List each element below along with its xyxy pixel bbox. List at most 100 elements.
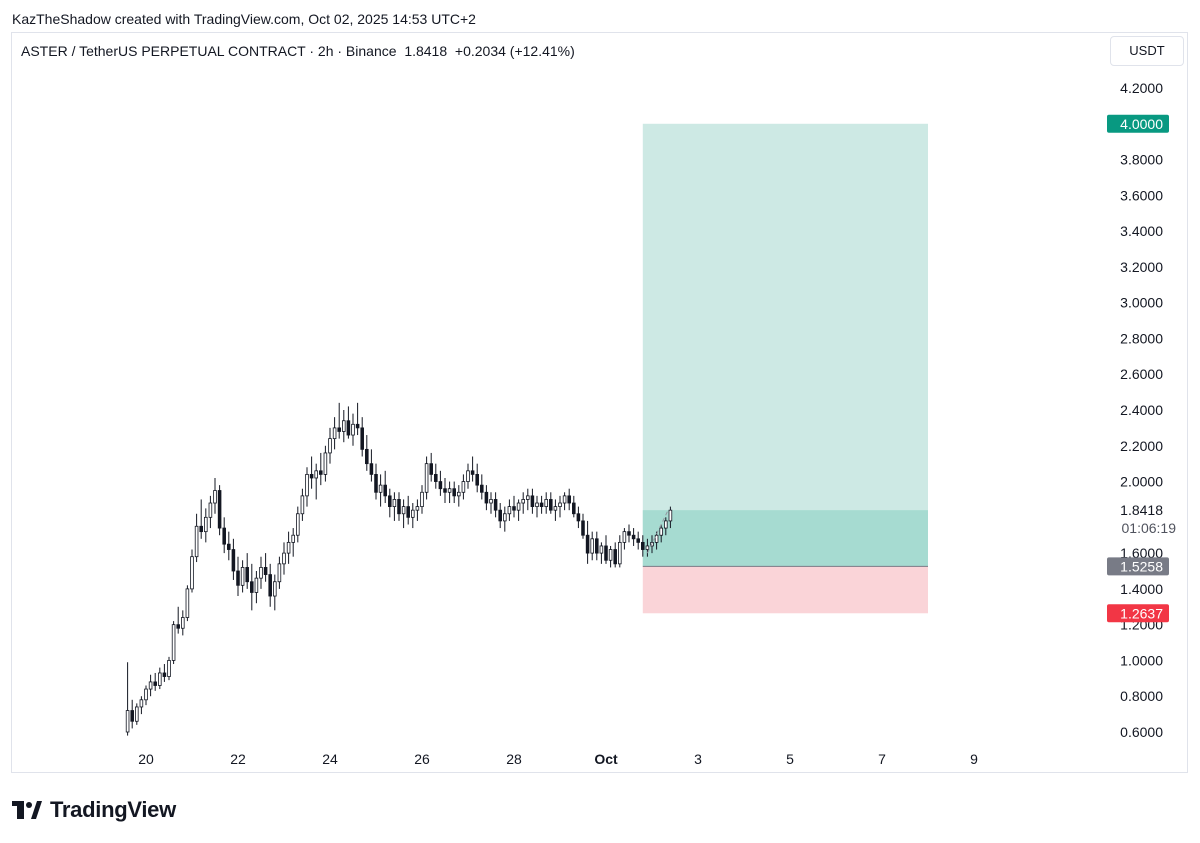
price-tick-label: 3.6000 (1120, 187, 1163, 203)
price-tick-label: 3.8000 (1120, 152, 1163, 168)
stop-price-badge-bg (1107, 604, 1169, 623)
candle-body (291, 534, 295, 543)
candle-body (397, 499, 401, 515)
candle-body (636, 538, 640, 543)
candle-body (406, 506, 410, 518)
symbol-line: ASTER / TetherUS PERPETUAL CONTRACT · 2h… (21, 43, 397, 59)
candle (539, 495, 544, 514)
profit-zone-active (642, 510, 928, 567)
candle-body (411, 509, 415, 518)
candle-body (148, 681, 153, 690)
candle (254, 571, 259, 604)
time-axis[interactable]: 20 22 24 26 28 Oct 3 5 7 9 (138, 751, 978, 767)
candle (641, 535, 645, 557)
candle-body (553, 506, 558, 511)
candle-body (365, 448, 369, 465)
candle-body (332, 427, 337, 440)
tradingview-logo[interactable]: TradingView (12, 795, 176, 825)
candle-body (622, 531, 627, 543)
candle-body (355, 423, 360, 429)
candle (240, 560, 245, 593)
price-axis[interactable]: 4.2000 3.8000 3.6000 3.4000 3.2000 3.0000 2.80… (1120, 80, 1163, 740)
candle (268, 563, 272, 607)
candle-body (158, 672, 162, 686)
candle-body (608, 549, 613, 561)
candle (645, 538, 650, 557)
candle (250, 563, 254, 611)
candle (507, 499, 512, 521)
candle (291, 528, 295, 557)
candle (296, 506, 300, 543)
candle (346, 406, 351, 439)
candle-body (378, 484, 383, 493)
price-tick-label: 4.2000 (1120, 80, 1163, 96)
price-badges: 4.0000 1.5258 1.2637 1.8418 01:06:19 (1107, 114, 1176, 623)
target-price-badge-bg (1107, 114, 1169, 133)
candle-body (227, 543, 231, 550)
candle-body (286, 541, 291, 554)
candle (144, 685, 148, 706)
entry-price-badge-label: 1.5258 (1120, 558, 1163, 574)
candle (452, 481, 456, 504)
price-tick-label: 0.6000 (1120, 724, 1163, 740)
candle (153, 672, 157, 691)
candle-body (125, 710, 130, 733)
candle-body (613, 549, 617, 565)
price-change: +0.2034 (+12.41%) (454, 43, 575, 59)
currency-button[interactable]: USDT (1110, 36, 1184, 66)
candle-body (296, 513, 300, 536)
candle (599, 542, 604, 564)
candle-body (401, 506, 406, 515)
candle-body (572, 502, 576, 515)
candle-body (208, 502, 213, 518)
candle (314, 463, 318, 500)
candle-body (199, 525, 203, 533)
candle (397, 492, 401, 521)
candles (125, 402, 673, 736)
candle (171, 621, 176, 665)
candle (608, 545, 613, 568)
candle-body (369, 463, 374, 475)
candle-body (222, 527, 226, 545)
candle-body (314, 470, 318, 479)
tradingview-logo-icon (12, 801, 42, 819)
candle-body (144, 688, 148, 701)
candle (148, 674, 153, 697)
candle-body (374, 473, 378, 493)
candle-body (259, 567, 263, 579)
price-tick-label: 1.0000 (1120, 652, 1163, 668)
candle (332, 417, 337, 450)
candle (365, 435, 369, 471)
candle (461, 474, 466, 500)
candle-body (245, 567, 249, 583)
candle (369, 449, 374, 482)
price-tick-label: 0.8000 (1120, 688, 1163, 704)
candle-body (489, 499, 493, 504)
candle (618, 535, 622, 568)
candle (139, 696, 144, 715)
candle (378, 474, 383, 507)
candle (530, 488, 535, 514)
candle (328, 427, 332, 464)
candle (263, 553, 268, 582)
time-tick-label: 5 (786, 751, 794, 767)
candle-body (562, 495, 567, 504)
candle (273, 574, 277, 611)
candle-body (595, 538, 599, 554)
candle-body (388, 495, 392, 508)
candle-body (645, 545, 650, 550)
candle-body (493, 499, 498, 511)
candle-body (346, 420, 351, 436)
candle (664, 517, 668, 536)
candle (415, 499, 420, 521)
candle (470, 456, 475, 482)
candle-body (305, 473, 309, 497)
candle-body (181, 617, 185, 629)
candle-body (190, 556, 194, 590)
candle (595, 531, 599, 561)
candle-body (323, 452, 328, 475)
candle (277, 556, 282, 589)
candle-body (392, 499, 397, 508)
candle (323, 445, 328, 482)
